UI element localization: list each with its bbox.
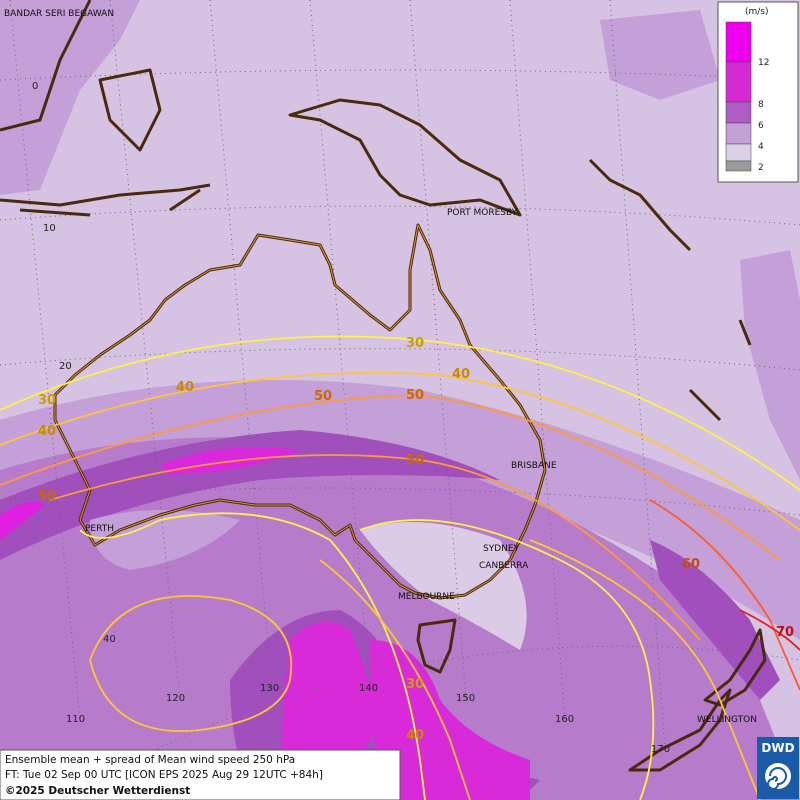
contour-label: 50 (38, 489, 56, 504)
shade (370, 640, 530, 800)
meridian (9, 0, 81, 721)
legend-label: 8 (758, 100, 764, 110)
shade (90, 510, 240, 570)
shade (650, 540, 780, 700)
legend-label: 4 (758, 142, 764, 152)
longitude-label: 150 (456, 693, 475, 704)
legend-label: 12 (758, 58, 769, 68)
contour-line (359, 519, 655, 800)
longitude-label: 130 (260, 683, 279, 694)
contour-labels: 30 40 50 50 30 40 40 50 50 60 70 30 40 (38, 336, 794, 743)
legend-swatch (725, 61, 752, 103)
legend-swatch (725, 143, 752, 162)
contour-label: 40 (452, 367, 470, 382)
longitude-label: 120 (166, 693, 185, 704)
shade (0, 0, 140, 195)
shade (740, 250, 800, 480)
contour-label: 40 (38, 424, 56, 439)
meridian (409, 0, 467, 701)
contour-label: 30 (38, 393, 56, 408)
labels: BANDAR SERI BEGAWAN PORT MORESBY BRISBAN… (4, 9, 757, 755)
coastline (628, 688, 732, 772)
contour-line (79, 512, 426, 800)
coastline (588, 158, 752, 422)
latitude-label: 20 (59, 361, 72, 372)
contour-line (739, 609, 800, 651)
footer-box (0, 749, 401, 800)
logo-text: DWD (761, 741, 794, 755)
place-label: BRISBANE (511, 461, 557, 471)
longitude-label: 170 (651, 744, 670, 755)
contour-label: 50 (406, 453, 424, 468)
shade (360, 522, 527, 650)
contour-label: 40 (176, 380, 194, 395)
contour-line (89, 595, 293, 732)
footer: Ensemble mean + spread of Mean wind spee… (0, 749, 401, 800)
longitude-label: 110 (66, 714, 85, 725)
legend-swatch (725, 101, 752, 124)
place-label: WELLINGTON (697, 715, 757, 725)
shade (0, 501, 45, 540)
contour-label: 30 (406, 677, 424, 692)
legend-unit: (m/s) (745, 7, 769, 17)
parallel (0, 69, 800, 81)
contour-line (319, 559, 471, 800)
meridian (209, 0, 273, 691)
coastlines (0, 0, 767, 772)
contour-line (0, 335, 800, 491)
contour-line (529, 539, 761, 800)
contour-line (0, 394, 781, 561)
place-label: MELBOURNE (398, 592, 455, 602)
contour-label: 60 (682, 557, 700, 572)
meridian (609, 0, 666, 751)
longitude-label: 160 (555, 714, 574, 725)
place-label: PORT MORESBY (447, 208, 518, 218)
logo-mark (765, 763, 791, 789)
legend-swatch (725, 160, 752, 172)
place-label: BANDAR SERI BEGAWAN (4, 9, 114, 19)
latitude-label: 40 (103, 634, 116, 645)
coastline (54, 224, 546, 599)
coastline (416, 618, 457, 674)
contour-line (0, 371, 800, 531)
footer-line: Ensemble mean + spread of Mean wind spee… (5, 754, 295, 766)
contour-label: 30 (406, 336, 424, 351)
place-label: SYDNEY (483, 544, 520, 554)
footer-line: FT: Tue 02 Sep 00 UTC [ICON EPS 2025 Aug… (5, 769, 323, 781)
contour-line (649, 499, 800, 691)
contour-label: 40 (406, 728, 424, 743)
latitude-label: 10 (43, 223, 56, 234)
legend-label: 6 (758, 121, 764, 131)
latitude-label: 0 (32, 81, 38, 92)
shade (600, 10, 720, 100)
coastline (0, 0, 162, 152)
place-label: PERTH (85, 524, 114, 534)
longitude-label: 140 (359, 683, 378, 694)
shade (0, 430, 500, 560)
coastline (703, 628, 767, 707)
coastline (0, 183, 211, 217)
legend-swatch (725, 122, 752, 145)
contours (0, 335, 800, 800)
contour-line (49, 454, 701, 641)
parallel (0, 205, 800, 226)
meridian (309, 0, 371, 691)
parallel (0, 487, 800, 516)
coastline (288, 98, 522, 217)
place-label: CANBERRA (479, 561, 529, 571)
logo: DWD (757, 737, 799, 799)
legend: (m/s) 12 8 6 4 2 (717, 1, 799, 183)
contour-label: 50 (314, 389, 332, 404)
parallel (0, 348, 800, 371)
footer-line: ©2025 Deutscher Wetterdienst (5, 785, 190, 797)
logo-swirl (767, 767, 787, 790)
legend-label: 2 (758, 163, 764, 173)
contour-label: 50 (406, 388, 424, 403)
contour-label: 70 (776, 625, 794, 640)
legend-swatch (725, 21, 752, 63)
meridian (509, 0, 566, 721)
